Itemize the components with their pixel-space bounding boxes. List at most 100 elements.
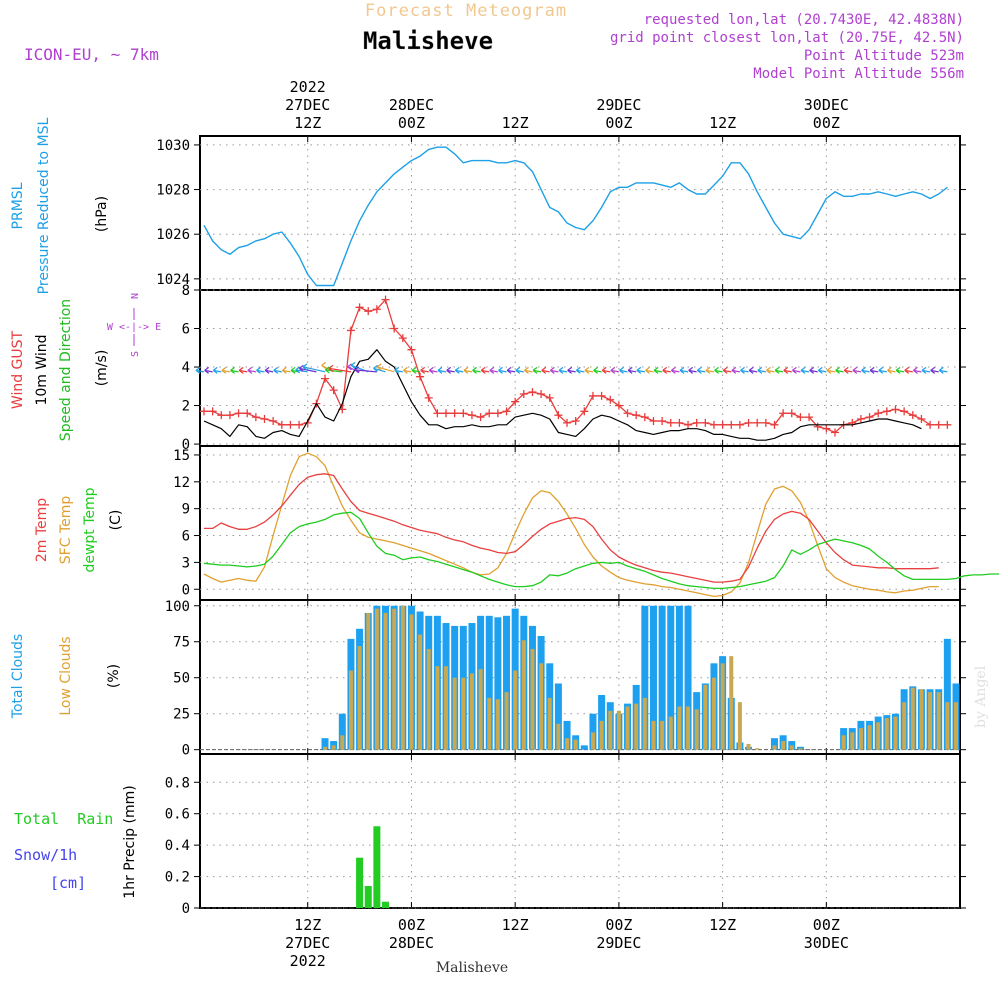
wind-arrow-shaft bbox=[273, 369, 282, 373]
wind-direction-arrow bbox=[256, 366, 265, 374]
gust-marker bbox=[295, 420, 304, 429]
wind-arrow-shaft bbox=[455, 369, 464, 373]
wind-direction-arrow bbox=[662, 366, 671, 374]
wind-direction-arrow bbox=[282, 366, 291, 374]
pressure-unit-label: (hPa) bbox=[94, 196, 110, 232]
wind-arrow-shaft bbox=[325, 369, 343, 373]
wind-direction-arrow bbox=[515, 366, 524, 374]
low-cloud-bar bbox=[469, 673, 474, 750]
wind-direction-arrow bbox=[731, 366, 741, 374]
wind-arrow-head bbox=[913, 366, 918, 374]
low-cloud-bar bbox=[444, 666, 449, 750]
wind-arrow-head bbox=[662, 366, 668, 374]
wind-arrow-head bbox=[835, 366, 840, 374]
bottom-time-label: 2022 bbox=[290, 952, 326, 970]
gust-label: Wind GUST bbox=[10, 330, 26, 409]
wind-arrow-head bbox=[714, 366, 719, 374]
low-cloud-bar bbox=[608, 710, 613, 750]
wind-direction-arrow bbox=[446, 366, 455, 374]
wind-arrow-head bbox=[679, 366, 685, 374]
wind-arrow-head bbox=[593, 366, 598, 374]
dewpt-line bbox=[203, 511, 1000, 590]
wind-arrow-head bbox=[774, 366, 780, 374]
gust-marker bbox=[372, 305, 381, 314]
wind-dir-label: Speed and Direction bbox=[58, 299, 74, 441]
gust-marker bbox=[779, 409, 788, 418]
wind-arrow-head bbox=[256, 366, 261, 374]
low-cloud-bar bbox=[392, 608, 397, 750]
wind-arrow-head bbox=[748, 366, 754, 374]
wind-direction-arrow bbox=[420, 366, 429, 374]
gust-marker bbox=[856, 415, 865, 424]
watermark: by Angel bbox=[973, 665, 989, 728]
wind-arrow-shaft bbox=[373, 367, 386, 373]
wind-direction-arrow bbox=[394, 366, 403, 374]
wind-direction-arrow bbox=[766, 366, 775, 374]
wind-arrow-head bbox=[230, 366, 235, 374]
wind-arrow-head bbox=[852, 366, 858, 374]
prmsl-label: PRMSL bbox=[10, 182, 26, 229]
wind-direction-arrow bbox=[740, 366, 749, 374]
wind-arrow-head bbox=[817, 366, 823, 374]
wind-arrow-head bbox=[498, 366, 503, 374]
wind-arrow-head bbox=[302, 363, 308, 371]
low-cloud-bar bbox=[340, 735, 345, 750]
wind-direction-arrow bbox=[230, 366, 239, 374]
clouds-ytick-label: 100 bbox=[165, 599, 190, 615]
gust-marker bbox=[684, 420, 693, 429]
low-cloud-bar bbox=[478, 669, 483, 750]
wind-direction-arrow bbox=[895, 366, 905, 374]
wind-arrow-head bbox=[273, 366, 279, 374]
low-cloud-bar bbox=[487, 697, 492, 750]
t2m-label: 2m Temp bbox=[34, 498, 50, 562]
low-cloud-bar bbox=[686, 706, 691, 750]
low-cloud-bar bbox=[400, 605, 405, 750]
wind10m-label: 10m Wind bbox=[34, 334, 50, 405]
wind-direction-arrow bbox=[817, 366, 827, 374]
wind-arrow-shaft bbox=[463, 369, 473, 373]
gust-marker bbox=[243, 409, 252, 418]
wind-arrow-head bbox=[454, 366, 460, 374]
wind-arrow-head bbox=[809, 366, 815, 374]
compass-we: W <-|-> E bbox=[107, 322, 161, 333]
sfc-label: SFC Temp bbox=[58, 496, 74, 565]
low-cloud-bar bbox=[435, 666, 440, 750]
compass-n: N bbox=[130, 293, 141, 299]
total-cloud-bar bbox=[554, 683, 562, 750]
gust-marker bbox=[554, 411, 563, 420]
wind-arrow-head bbox=[550, 366, 555, 374]
wind-direction-arrow bbox=[437, 366, 447, 374]
wind-direction-arrow bbox=[792, 366, 801, 374]
low-cloud-bar bbox=[418, 634, 423, 750]
gust-marker bbox=[943, 420, 952, 429]
gust-marker bbox=[537, 390, 546, 398]
wind-arrow-head bbox=[264, 366, 270, 374]
low-cloud-bar bbox=[504, 692, 509, 750]
top-time-label: 28DEC bbox=[389, 96, 434, 114]
wind-direction-arrow bbox=[532, 366, 542, 374]
gust-marker bbox=[321, 374, 330, 383]
wind-panel-labels: Wind GUST 10m Wind Speed and Direction (… bbox=[10, 293, 161, 441]
total-cloud-bar bbox=[494, 617, 502, 750]
gust-marker bbox=[926, 420, 935, 429]
wind-arrow-shaft bbox=[507, 369, 516, 373]
low-cloud-bar bbox=[928, 692, 933, 750]
wind-direction-arrow bbox=[411, 366, 421, 374]
wind-direction-arrow bbox=[878, 366, 887, 374]
wind-direction-arrow bbox=[835, 366, 844, 374]
wind-arrow-head bbox=[930, 366, 936, 374]
wind-direction-arrow bbox=[869, 366, 879, 374]
wind-arrow-head bbox=[861, 366, 866, 374]
low-cloud-bar bbox=[954, 702, 958, 750]
wind-direction-arrow bbox=[429, 366, 438, 374]
bottom-time-label: 12Z bbox=[294, 916, 321, 934]
wind-direction-arrow bbox=[324, 366, 343, 374]
temperature-ytick-label: 6 bbox=[182, 529, 190, 545]
wind-ytick-label: 6 bbox=[182, 322, 190, 338]
wind-arrow-shaft bbox=[376, 366, 395, 373]
requested-coords: requested lon,lat (20.7430E, 42.4838N) bbox=[644, 12, 964, 28]
gust-marker bbox=[675, 418, 684, 427]
wind-arrow-head bbox=[575, 366, 581, 374]
wind-arrow-head bbox=[515, 366, 521, 374]
gust-marker bbox=[511, 397, 520, 406]
